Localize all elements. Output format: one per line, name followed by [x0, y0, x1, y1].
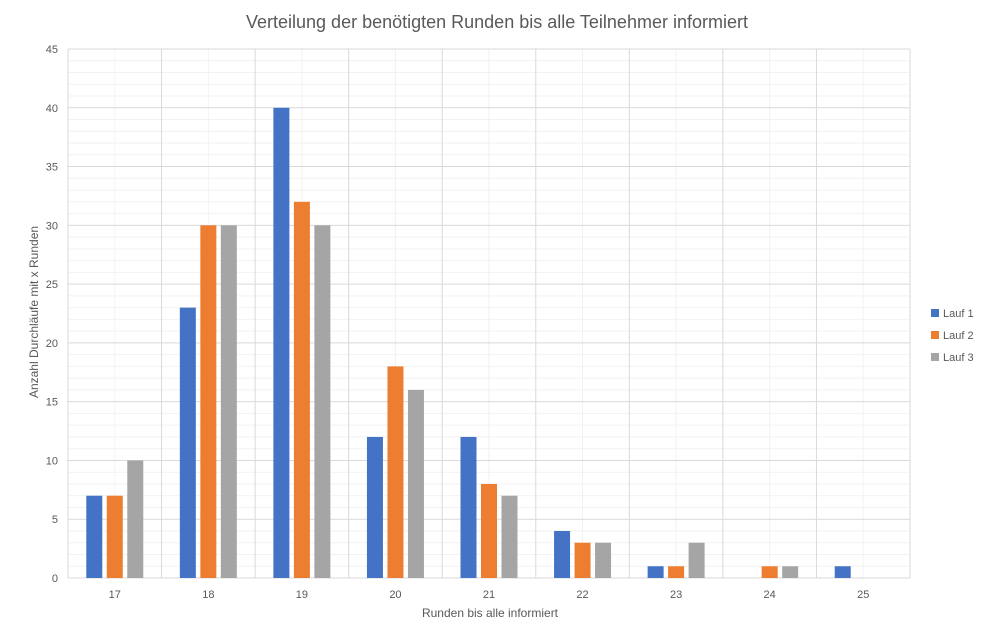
bar: [106, 495, 123, 578]
legend-swatch: [931, 331, 939, 339]
bar: [761, 566, 778, 578]
bar: [293, 201, 310, 579]
x-tick-label: 23: [670, 589, 682, 601]
bar: [387, 366, 404, 578]
x-axis-label: Runden bis alle informiert: [422, 606, 559, 620]
x-tick-label: 24: [764, 589, 776, 601]
bar: [407, 389, 424, 578]
bar: [834, 566, 851, 578]
bar: [179, 307, 196, 578]
bar: [782, 566, 799, 578]
y-tick-label: 5: [52, 514, 58, 526]
legend-swatch: [931, 309, 939, 317]
y-tick-label: 0: [52, 573, 58, 585]
y-tick-label: 10: [46, 455, 58, 467]
y-tick-label: 25: [46, 279, 58, 291]
bar: [200, 225, 217, 579]
x-tick-label: 22: [576, 589, 588, 601]
bars: [86, 107, 851, 579]
legend-label: Lauf 1: [943, 308, 974, 320]
legend-swatch: [931, 353, 939, 361]
x-tick-label: 18: [202, 589, 214, 601]
y-tick-label: 20: [46, 338, 58, 350]
y-axis-ticks: 0 5 10 15 20 25 30 35 40 45: [46, 44, 58, 585]
y-tick-label: 45: [46, 44, 58, 56]
bar: [501, 495, 518, 578]
bar: [554, 530, 571, 578]
bar: [668, 566, 685, 578]
chart-title: Verteilung der benötigten Runden bis all…: [246, 12, 748, 32]
bar: [314, 225, 331, 579]
bar: [86, 495, 103, 578]
bar: [273, 107, 290, 579]
bar: [688, 542, 705, 578]
legend-label: Lauf 3: [943, 352, 974, 364]
legend: Lauf 1 Lauf 2 Lauf 3: [931, 308, 974, 364]
y-axis-label: Anzahl Durchläufe mit x Runden: [27, 226, 41, 398]
x-tick-label: 19: [296, 589, 308, 601]
legend-label: Lauf 2: [943, 330, 974, 342]
bar: [574, 542, 591, 578]
y-tick-label: 30: [46, 220, 58, 232]
bar: [127, 460, 144, 578]
bar: [595, 542, 612, 578]
y-tick-label: 35: [46, 162, 58, 174]
bar: [366, 436, 383, 578]
y-tick-label: 15: [46, 397, 58, 409]
x-tick-label: 21: [483, 589, 495, 601]
bar: [220, 225, 237, 579]
y-tick-label: 40: [46, 103, 58, 115]
x-tick-label: 20: [389, 589, 401, 601]
x-tick-label: 17: [109, 589, 121, 601]
bar: [481, 483, 497, 578]
bar: [647, 566, 664, 578]
bar: [460, 436, 477, 578]
x-axis-ticks: 17 18 19 20 21 22 23 24 25: [109, 589, 870, 601]
x-tick-label: 25: [857, 589, 869, 601]
